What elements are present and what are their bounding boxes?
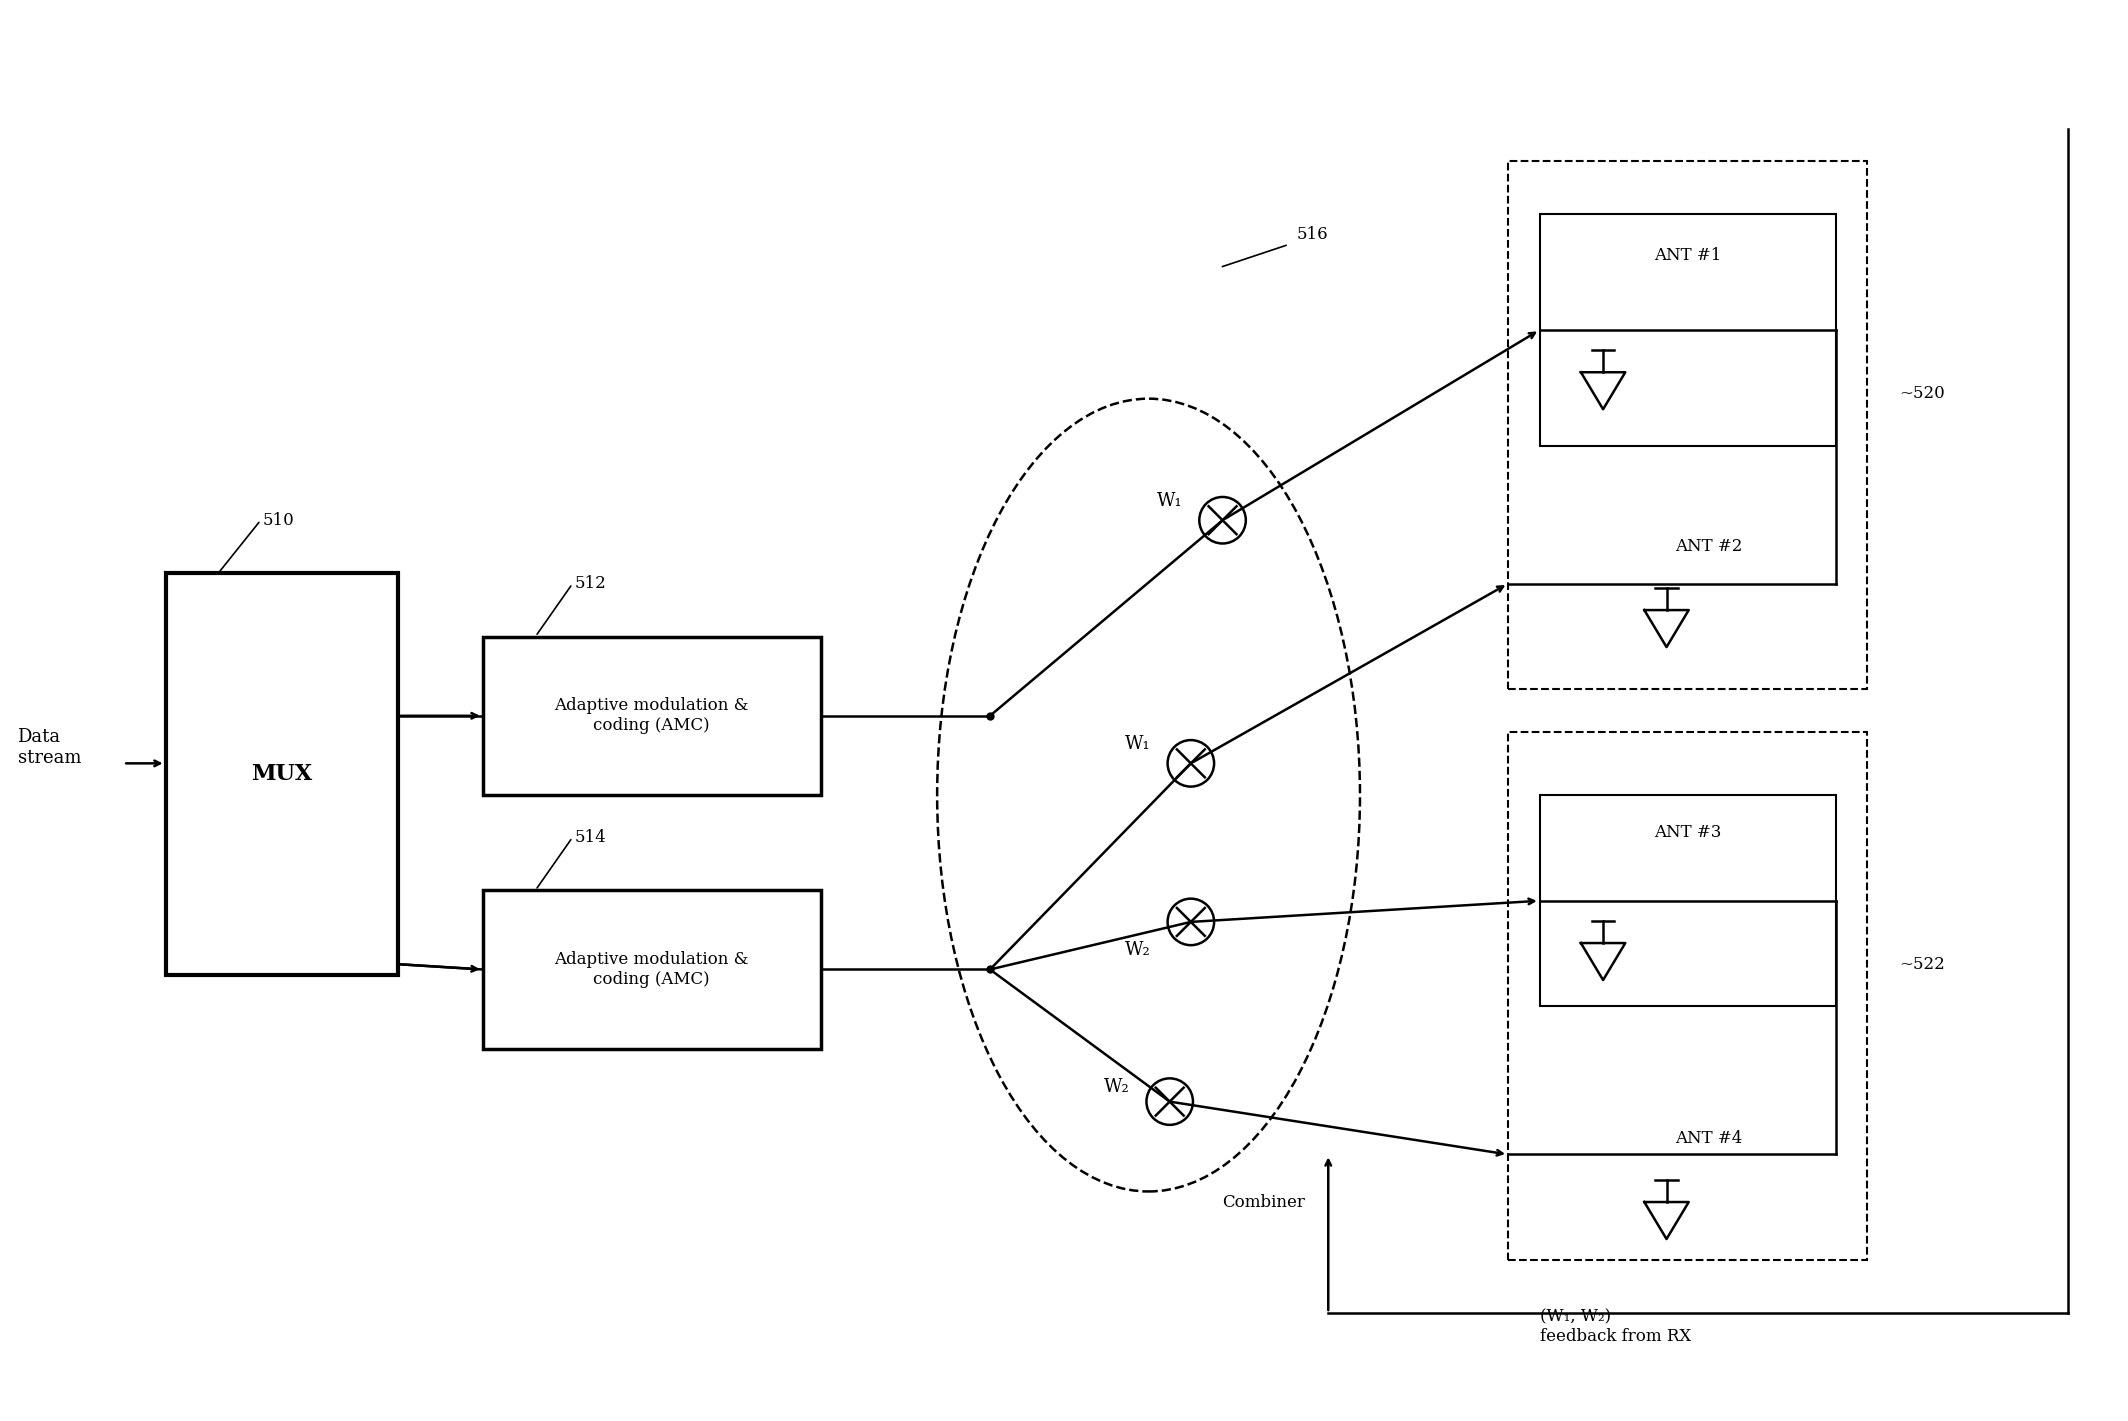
FancyBboxPatch shape xyxy=(1541,213,1836,446)
Text: W₂: W₂ xyxy=(1104,1079,1130,1097)
Text: ANT #2: ANT #2 xyxy=(1675,539,1743,556)
Text: ~520: ~520 xyxy=(1898,385,1945,402)
Text: 514: 514 xyxy=(575,828,606,845)
Text: ANT #3: ANT #3 xyxy=(1653,824,1722,841)
FancyBboxPatch shape xyxy=(1541,796,1836,1006)
FancyBboxPatch shape xyxy=(1509,161,1868,689)
Text: ANT #4: ANT #4 xyxy=(1675,1130,1743,1147)
Text: Data
stream: Data stream xyxy=(17,728,81,767)
Text: ANT #1: ANT #1 xyxy=(1653,247,1722,264)
Text: Adaptive modulation &
coding (AMC): Adaptive modulation & coding (AMC) xyxy=(555,698,749,735)
Text: 512: 512 xyxy=(575,576,606,593)
Text: ~522: ~522 xyxy=(1898,956,1945,973)
Text: Adaptive modulation &
coding (AMC): Adaptive modulation & coding (AMC) xyxy=(555,951,749,988)
Text: W₁: W₁ xyxy=(1126,735,1151,753)
FancyBboxPatch shape xyxy=(483,890,821,1049)
Text: (W₁, W₂)
feedback from RX: (W₁, W₂) feedback from RX xyxy=(1541,1309,1692,1344)
FancyBboxPatch shape xyxy=(166,573,398,975)
Text: 510: 510 xyxy=(262,512,294,529)
Text: W₁: W₁ xyxy=(1158,492,1183,510)
Text: Combiner: Combiner xyxy=(1224,1194,1304,1211)
FancyBboxPatch shape xyxy=(483,637,821,796)
Text: 516: 516 xyxy=(1296,226,1328,243)
Text: MUX: MUX xyxy=(251,763,313,784)
Text: W₂: W₂ xyxy=(1126,941,1151,959)
FancyBboxPatch shape xyxy=(1509,732,1868,1260)
